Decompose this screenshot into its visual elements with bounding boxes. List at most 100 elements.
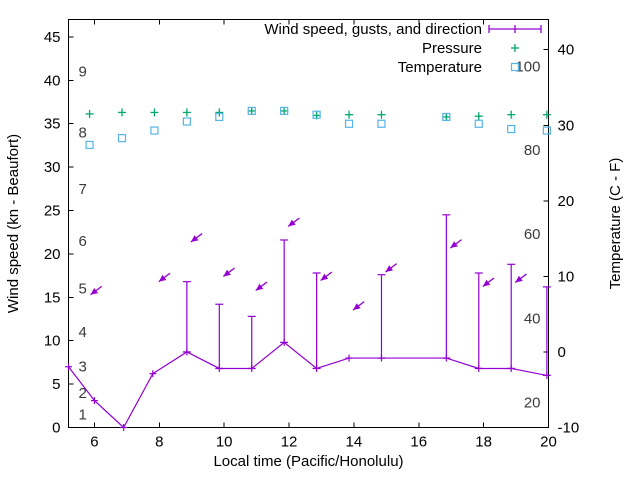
beaufort-label: 4	[79, 324, 87, 341]
wind-direction-arrow	[255, 281, 268, 291]
pressure-point	[442, 112, 451, 121]
y2-tick-label: 0	[558, 344, 566, 361]
y-tick-label: 0	[52, 420, 60, 437]
wind-arrow-head	[223, 269, 231, 277]
wind-direction-arrow	[514, 273, 527, 283]
wind-direction-arrow	[320, 271, 333, 281]
y-axis-ticks: 0 5 10 15 20 25 30 35 40 45	[44, 29, 74, 437]
plot-border	[68, 19, 549, 428]
temperature-marker	[247, 106, 256, 116]
wind-direction-arrow	[352, 301, 365, 311]
data-series	[65, 106, 551, 431]
x-tick-label: 14	[346, 434, 363, 451]
temperature-marker	[280, 106, 289, 116]
y-tick-label: 45	[44, 29, 61, 46]
wind-direction-arrow	[222, 267, 235, 277]
pressure-point	[182, 108, 191, 117]
temperature-marker	[344, 119, 354, 128]
x-tick-label: 16	[410, 434, 427, 451]
pressure-point	[215, 108, 224, 117]
wind-arrow-head	[515, 275, 523, 283]
wind-direction-arrow	[90, 285, 103, 296]
temperature-marker	[507, 124, 516, 134]
temperature-marker	[85, 140, 94, 150]
beaufort-label: 8	[79, 124, 87, 141]
fahrenheit-scale-labels: 20 40 60 80 100	[515, 58, 540, 411]
fahrenheit-label: 100	[515, 58, 540, 75]
wind-direction-arrow	[158, 272, 171, 283]
x-tick-label: 8	[155, 434, 163, 451]
wind-arrow-head	[320, 273, 329, 281]
axis-titles: Local time (Pacific/Honolulu) Wind speed …	[5, 134, 624, 470]
legend: Wind speed, gusts, and direction Pressure…	[264, 21, 542, 76]
beaufort-scale-labels: 1 2 3 4 5 6 7 8 9	[79, 64, 87, 424]
temperature-marker	[442, 112, 451, 122]
wind-arrow-head	[353, 303, 361, 311]
y2-axis-ticks: -10 0 10 20 30 40	[543, 42, 580, 437]
pressure-point	[474, 112, 483, 121]
y2-tick-label: 20	[558, 193, 575, 210]
legend-label-temperature: Temperature	[398, 59, 482, 76]
beaufort-label: 3	[79, 359, 87, 376]
legend-label-pressure: Pressure	[422, 40, 482, 57]
x-tick-label: 10	[216, 434, 233, 451]
pressure-point	[542, 110, 551, 119]
y-tick-label: 10	[44, 333, 61, 350]
wind-arrow-head	[450, 241, 458, 249]
wind-direction-arrow	[287, 217, 300, 227]
y2-tick-label: 30	[558, 117, 575, 134]
wind-arrow-head	[288, 219, 296, 227]
pressure-point	[345, 110, 354, 119]
x-axis-title: Local time (Pacific/Honolulu)	[213, 453, 403, 470]
beaufort-label: 2	[79, 385, 87, 402]
y-tick-label: 15	[44, 289, 61, 306]
temperature-marker	[182, 117, 191, 126]
y-tick-label: 30	[44, 159, 61, 176]
y-tick-label: 40	[44, 72, 61, 89]
wind-arrow-head	[158, 274, 167, 282]
pressure-point	[280, 106, 289, 115]
temperature-marker	[150, 126, 159, 135]
wind-arrow-head	[255, 283, 264, 291]
y2-tick-label: -10	[558, 420, 580, 437]
temperature-marker	[542, 126, 551, 135]
y2-axis-title: Temperature (C - F)	[607, 158, 624, 290]
beaufort-label: 9	[79, 64, 87, 81]
wind-arrow-head	[385, 265, 393, 273]
y-tick-label: 35	[44, 116, 61, 133]
legend-label-wind-speed: Wind speed, gusts, and direction	[264, 21, 482, 38]
fahrenheit-label: 20	[524, 395, 541, 412]
wind-direction-arrow	[385, 263, 398, 273]
wind-direction-arrow	[190, 233, 203, 243]
pressure-point	[507, 110, 516, 119]
temperature-marker	[474, 119, 483, 128]
wind-direction-arrow	[482, 277, 495, 287]
wind-speed-line	[68, 341, 547, 429]
beaufort-label: 6	[79, 233, 87, 250]
temperature-marker	[377, 119, 386, 128]
beaufort-label: 7	[79, 181, 87, 198]
pressure-point	[377, 110, 386, 119]
fahrenheit-label: 60	[524, 226, 541, 243]
wind-direction-arrow	[449, 239, 462, 249]
y2-tick-label: 10	[558, 268, 575, 285]
legend-sample-temperature	[510, 62, 520, 72]
pressure-point	[85, 109, 94, 118]
x-tick-label: 18	[475, 434, 492, 451]
wind-arrow-head	[482, 279, 491, 287]
beaufort-label: 1	[79, 406, 87, 423]
beaufort-label: 5	[79, 281, 87, 298]
y-tick-label: 25	[44, 202, 61, 219]
pressure-point	[247, 106, 256, 115]
y2-tick-label: 40	[558, 42, 575, 59]
fahrenheit-label: 40	[524, 311, 541, 328]
x-axis-ticks: 6 8 10 12 14 16 18 20	[90, 19, 557, 451]
wind-arrow-head	[190, 235, 199, 242]
temperature-marker	[312, 110, 321, 119]
temperature-marker	[215, 112, 224, 122]
wind-arrow-head	[90, 287, 99, 295]
y-axis-title: Wind speed (kn - Beaufort)	[5, 134, 22, 313]
x-tick-label: 6	[90, 434, 98, 451]
